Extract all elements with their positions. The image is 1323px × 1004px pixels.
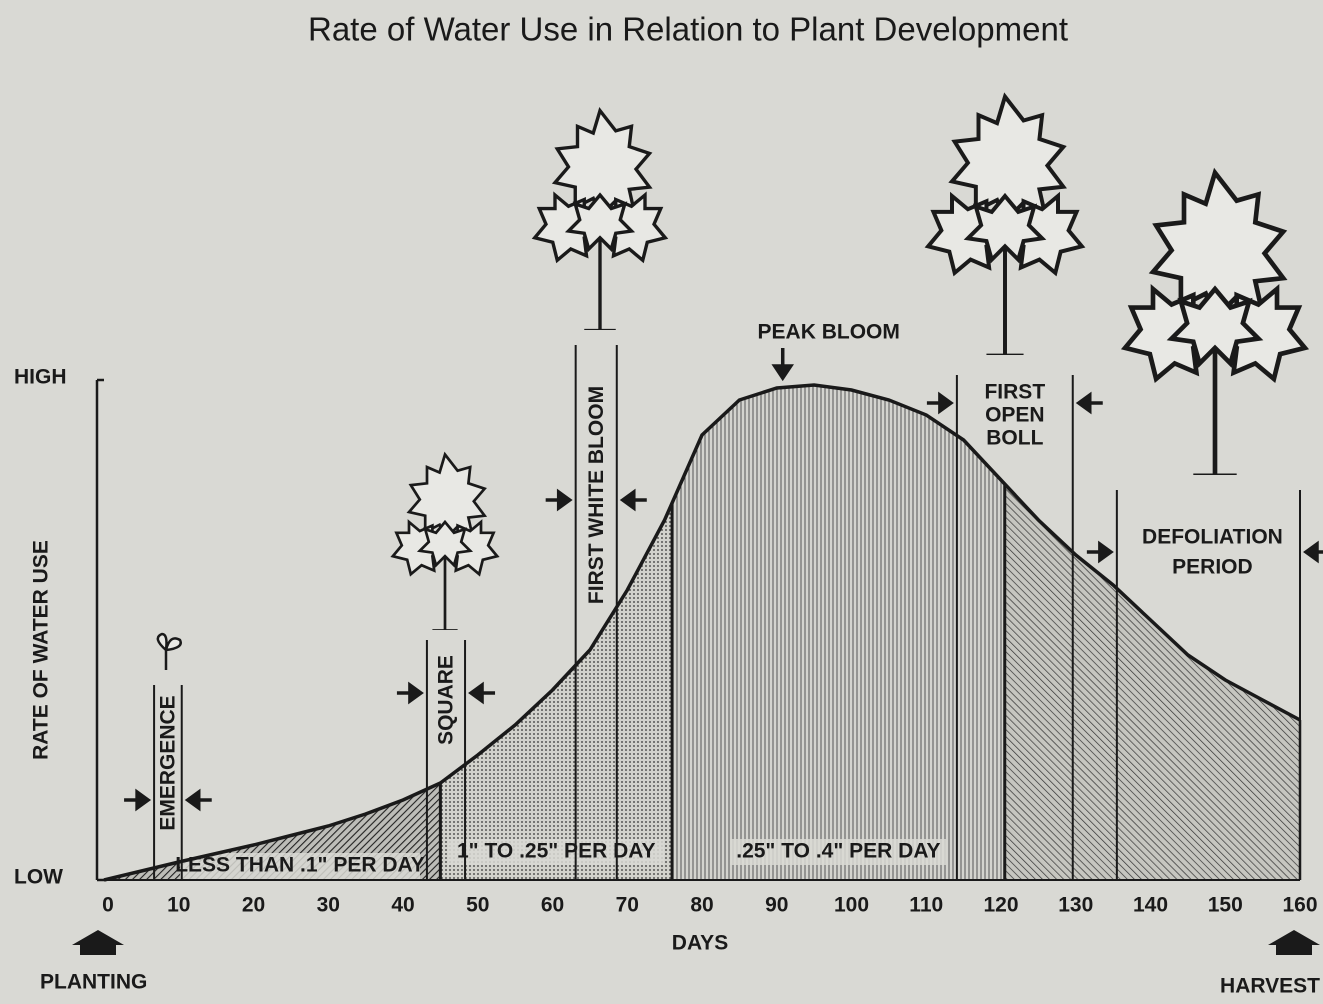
start-label: PLANTING [40,971,147,994]
event-arrow [72,930,124,955]
y-tick-label: LOW [14,866,63,889]
x-tick-label: 40 [391,894,414,917]
stage-label: FIRST [984,381,1045,404]
y-axis-label: RATE OF WATER USE [30,540,53,760]
peak-arrow [775,348,791,378]
x-axis-label: DAYS [672,932,728,955]
event-arrow [1268,930,1320,955]
band-label: 1" TO .25" PER DAY [457,840,656,863]
stage-arrow [927,395,951,411]
stage-arrow [471,685,495,701]
x-tick-label: 20 [242,894,265,917]
end-label: HARVEST [1220,975,1320,998]
stage-label: EMERGENCE [156,695,179,830]
x-tick-label: 130 [1058,894,1093,917]
stage-label: PERIOD [1172,556,1253,579]
stage-arrow [397,685,421,701]
y-tick-label: HIGH [14,366,67,389]
band-label: LESS THAN .1" PER DAY [175,854,425,877]
peak-label: PEAK BLOOM [758,321,900,344]
stage-arrow [188,792,212,808]
x-tick-label: 90 [765,894,788,917]
x-tick-label: 80 [690,894,713,917]
chart: Rate of Water Use in Relation to Plant D… [0,0,1323,1004]
x-tick-label: 50 [466,894,489,917]
x-tick-label: 110 [909,894,943,917]
x-tick-label: 30 [317,894,340,917]
x-tick-label: 120 [983,894,1018,917]
x-tick-label: 10 [167,894,190,917]
stage-arrow [1306,544,1323,560]
x-tick-label: 70 [616,894,639,917]
stage-arrow [623,492,647,508]
stage-label: OPEN [985,404,1045,427]
stage-arrow [1079,395,1103,411]
x-tick-label: 100 [834,894,869,917]
chart-title: Rate of Water Use in Relation to Plant D… [308,11,1068,48]
x-tick-label: 140 [1133,894,1168,917]
stage-arrow [1087,544,1111,560]
x-tick-label: 150 [1208,894,1243,917]
stage-label: DEFOLIATION [1142,526,1283,549]
stage-arrow [124,792,148,808]
x-tick-label: 0 [102,894,114,917]
stage-label: FIRST WHITE BLOOM [585,386,608,604]
x-tick-label: 60 [541,894,564,917]
stage-label: BOLL [986,427,1043,450]
stage-label: SQUARE [435,655,458,745]
stage-arrow [546,492,570,508]
band-label: .25" TO .4" PER DAY [736,840,940,863]
x-tick-label: 160 [1282,894,1317,917]
